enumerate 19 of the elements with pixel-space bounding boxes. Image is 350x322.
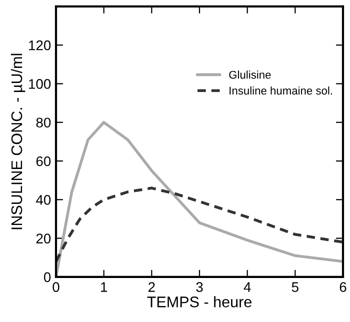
y-tick-label: 120 xyxy=(29,40,51,50)
y-axis-title: INSULINE CONC. - µU/ml xyxy=(10,54,26,230)
y-tick-label: 100 xyxy=(29,79,51,89)
x-tick-label: 1 xyxy=(101,282,108,292)
y-tick-label: 80 xyxy=(36,118,51,128)
x-tick-label: 4 xyxy=(244,282,251,292)
line-series xyxy=(56,186,343,263)
x-axis-title: TEMPS - heure xyxy=(147,296,252,308)
y-tick-label: 60 xyxy=(36,156,51,166)
y-tick-label: 20 xyxy=(36,234,51,244)
x-tick-label: 0 xyxy=(52,282,60,292)
y-tick-label: 40 xyxy=(36,194,51,205)
legend-label: Insuline humaine sol. xyxy=(230,86,332,95)
y-tick-label: 0 xyxy=(44,272,51,282)
x-tick-label: 3 xyxy=(196,282,203,292)
x-tick-label: 6 xyxy=(340,282,346,292)
x-tick-label: 5 xyxy=(292,282,298,292)
x-tick-label: 2 xyxy=(148,282,155,292)
legend-label: Glulisine xyxy=(229,70,271,79)
